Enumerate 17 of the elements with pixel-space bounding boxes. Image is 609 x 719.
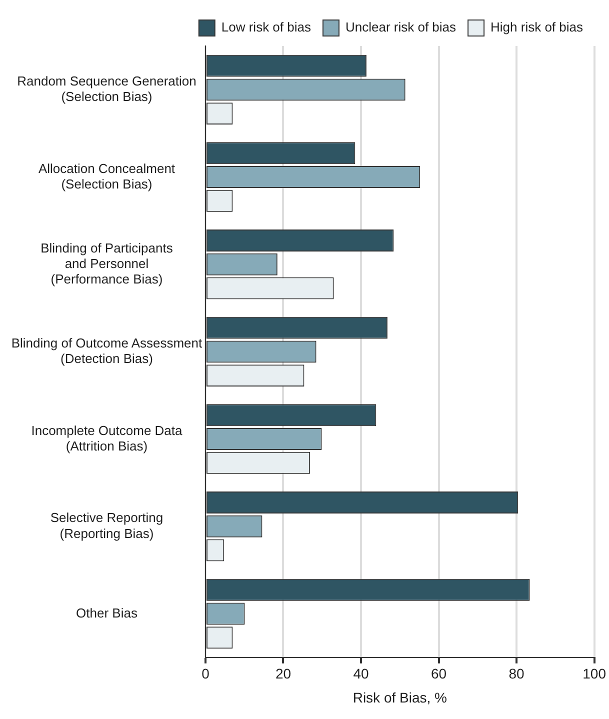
y-tick-label: Blinding of Participants and Personnel (Performance Bias) xyxy=(40,240,174,287)
x-tick-label: 0 xyxy=(202,666,210,682)
legend-label: Low risk of bias xyxy=(221,20,312,35)
y-tick-label: Blinding of Outcome Assessment (Detection Bias) xyxy=(11,335,203,366)
legend-label: Unclear risk of bias xyxy=(345,20,457,35)
x-tick-label: 80 xyxy=(508,666,525,682)
y-tick-label: Random Sequence Generation (Selection Bias) xyxy=(17,73,196,104)
y-tick-label: Selective Reporting (Reporting Bias) xyxy=(50,510,164,541)
x-tick-label: 40 xyxy=(353,666,370,682)
y-tick-label: Allocation Concealment (Selection Bias) xyxy=(38,160,176,192)
x-tick-label: 60 xyxy=(430,666,447,682)
y-tick-label: Other Bias xyxy=(76,605,138,620)
y-tick-label: Incomplete Outcome Data (Attrition Bias) xyxy=(31,422,184,454)
x-axis-title: Risk of Bias, % xyxy=(352,689,447,706)
legend-label: High risk of bias xyxy=(490,20,584,35)
x-tick-label: 20 xyxy=(275,666,292,682)
x-tick-label: 100 xyxy=(582,666,606,682)
